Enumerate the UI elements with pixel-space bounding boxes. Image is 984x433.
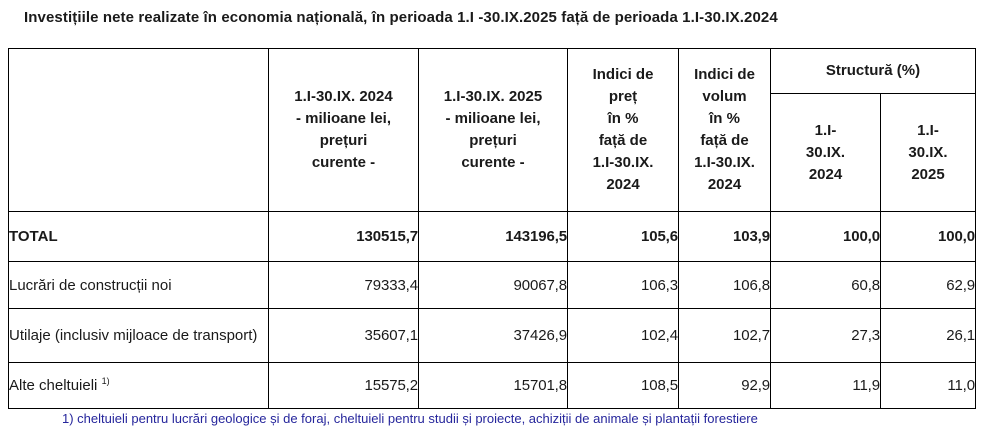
row-label: Alte cheltuieli 1) bbox=[8, 362, 269, 409]
cell-mil-2025: 37426,9 bbox=[418, 308, 568, 363]
table-header: 1.I-30.IX. 2024 - milioane lei, prețuri … bbox=[8, 48, 976, 212]
table-row-alte-cheltuieli: Alte cheltuieli 1) 15575,2 15701,8 108,5… bbox=[8, 362, 976, 409]
cell-volume-index: 106,8 bbox=[678, 261, 771, 309]
cell-price-index: 102,4 bbox=[567, 308, 679, 363]
cell-mil-2025: 15701,8 bbox=[418, 362, 568, 409]
table-row-constructii-noi: Lucrări de construcții noi 79333,4 90067… bbox=[8, 261, 976, 309]
cell-mil-2024: 35607,1 bbox=[268, 308, 419, 363]
cell-price-index: 105,6 bbox=[567, 211, 679, 262]
header-mil-lei-2024: 1.I-30.IX. 2024 - milioane lei, prețuri … bbox=[268, 48, 419, 212]
row-label: Utilaje (inclusiv mijloace de transport) bbox=[8, 308, 269, 363]
cell-mil-2024: 15575,2 bbox=[268, 362, 419, 409]
header-volume-index: Indici de volum în % față de 1.I-30.IX. … bbox=[678, 48, 771, 212]
cell-structure-2025: 11,0 bbox=[880, 362, 976, 409]
row-label: TOTAL bbox=[8, 211, 269, 262]
cell-structure-2025: 62,9 bbox=[880, 261, 976, 309]
cell-mil-2025: 143196,5 bbox=[418, 211, 568, 262]
header-row-label-empty bbox=[8, 48, 269, 212]
cell-structure-2024: 27,3 bbox=[770, 308, 881, 363]
table-row-total: TOTAL 130515,7 143196,5 105,6 103,9 100,… bbox=[8, 211, 976, 262]
row-label: Lucrări de construcții noi bbox=[8, 261, 269, 309]
cell-structure-2025: 100,0 bbox=[880, 211, 976, 262]
header-structure-2024: 1.I- 30.IX. 2024 bbox=[770, 93, 881, 212]
cell-price-index: 106,3 bbox=[567, 261, 679, 309]
cell-mil-2024: 130515,7 bbox=[268, 211, 419, 262]
cell-structure-2024: 11,9 bbox=[770, 362, 881, 409]
page: { "title": "Investițiile nete realizate … bbox=[0, 8, 984, 433]
page-title: Investițiile nete realizate în economia … bbox=[24, 9, 778, 26]
cell-volume-index: 102,7 bbox=[678, 308, 771, 363]
table-row-utilaje: Utilaje (inclusiv mijloace de transport)… bbox=[8, 308, 976, 363]
cell-volume-index: 103,9 bbox=[678, 211, 771, 262]
investments-table: 1.I-30.IX. 2024 - milioane lei, prețuri … bbox=[8, 48, 976, 409]
cell-structure-2024: 100,0 bbox=[770, 211, 881, 262]
cell-structure-2024: 60,8 bbox=[770, 261, 881, 309]
header-mil-lei-2025: 1.I-30.IX. 2025 - milioane lei, prețuri … bbox=[418, 48, 568, 212]
cell-mil-2025: 90067,8 bbox=[418, 261, 568, 309]
cell-price-index: 108,5 bbox=[567, 362, 679, 409]
header-structure-2025: 1.I- 30.IX. 2025 bbox=[880, 93, 976, 212]
header-price-index: Indici de preț în % față de 1.I-30.IX. 2… bbox=[567, 48, 679, 212]
cell-mil-2024: 79333,4 bbox=[268, 261, 419, 309]
cell-structure-2025: 26,1 bbox=[880, 308, 976, 363]
footnote-marker: 1) bbox=[101, 376, 110, 386]
header-structure-group: Structură (%) bbox=[770, 48, 976, 94]
footnote-clipped: 1) cheltuieli pentru lucrări geologice ș… bbox=[62, 411, 758, 426]
cell-volume-index: 92,9 bbox=[678, 362, 771, 409]
